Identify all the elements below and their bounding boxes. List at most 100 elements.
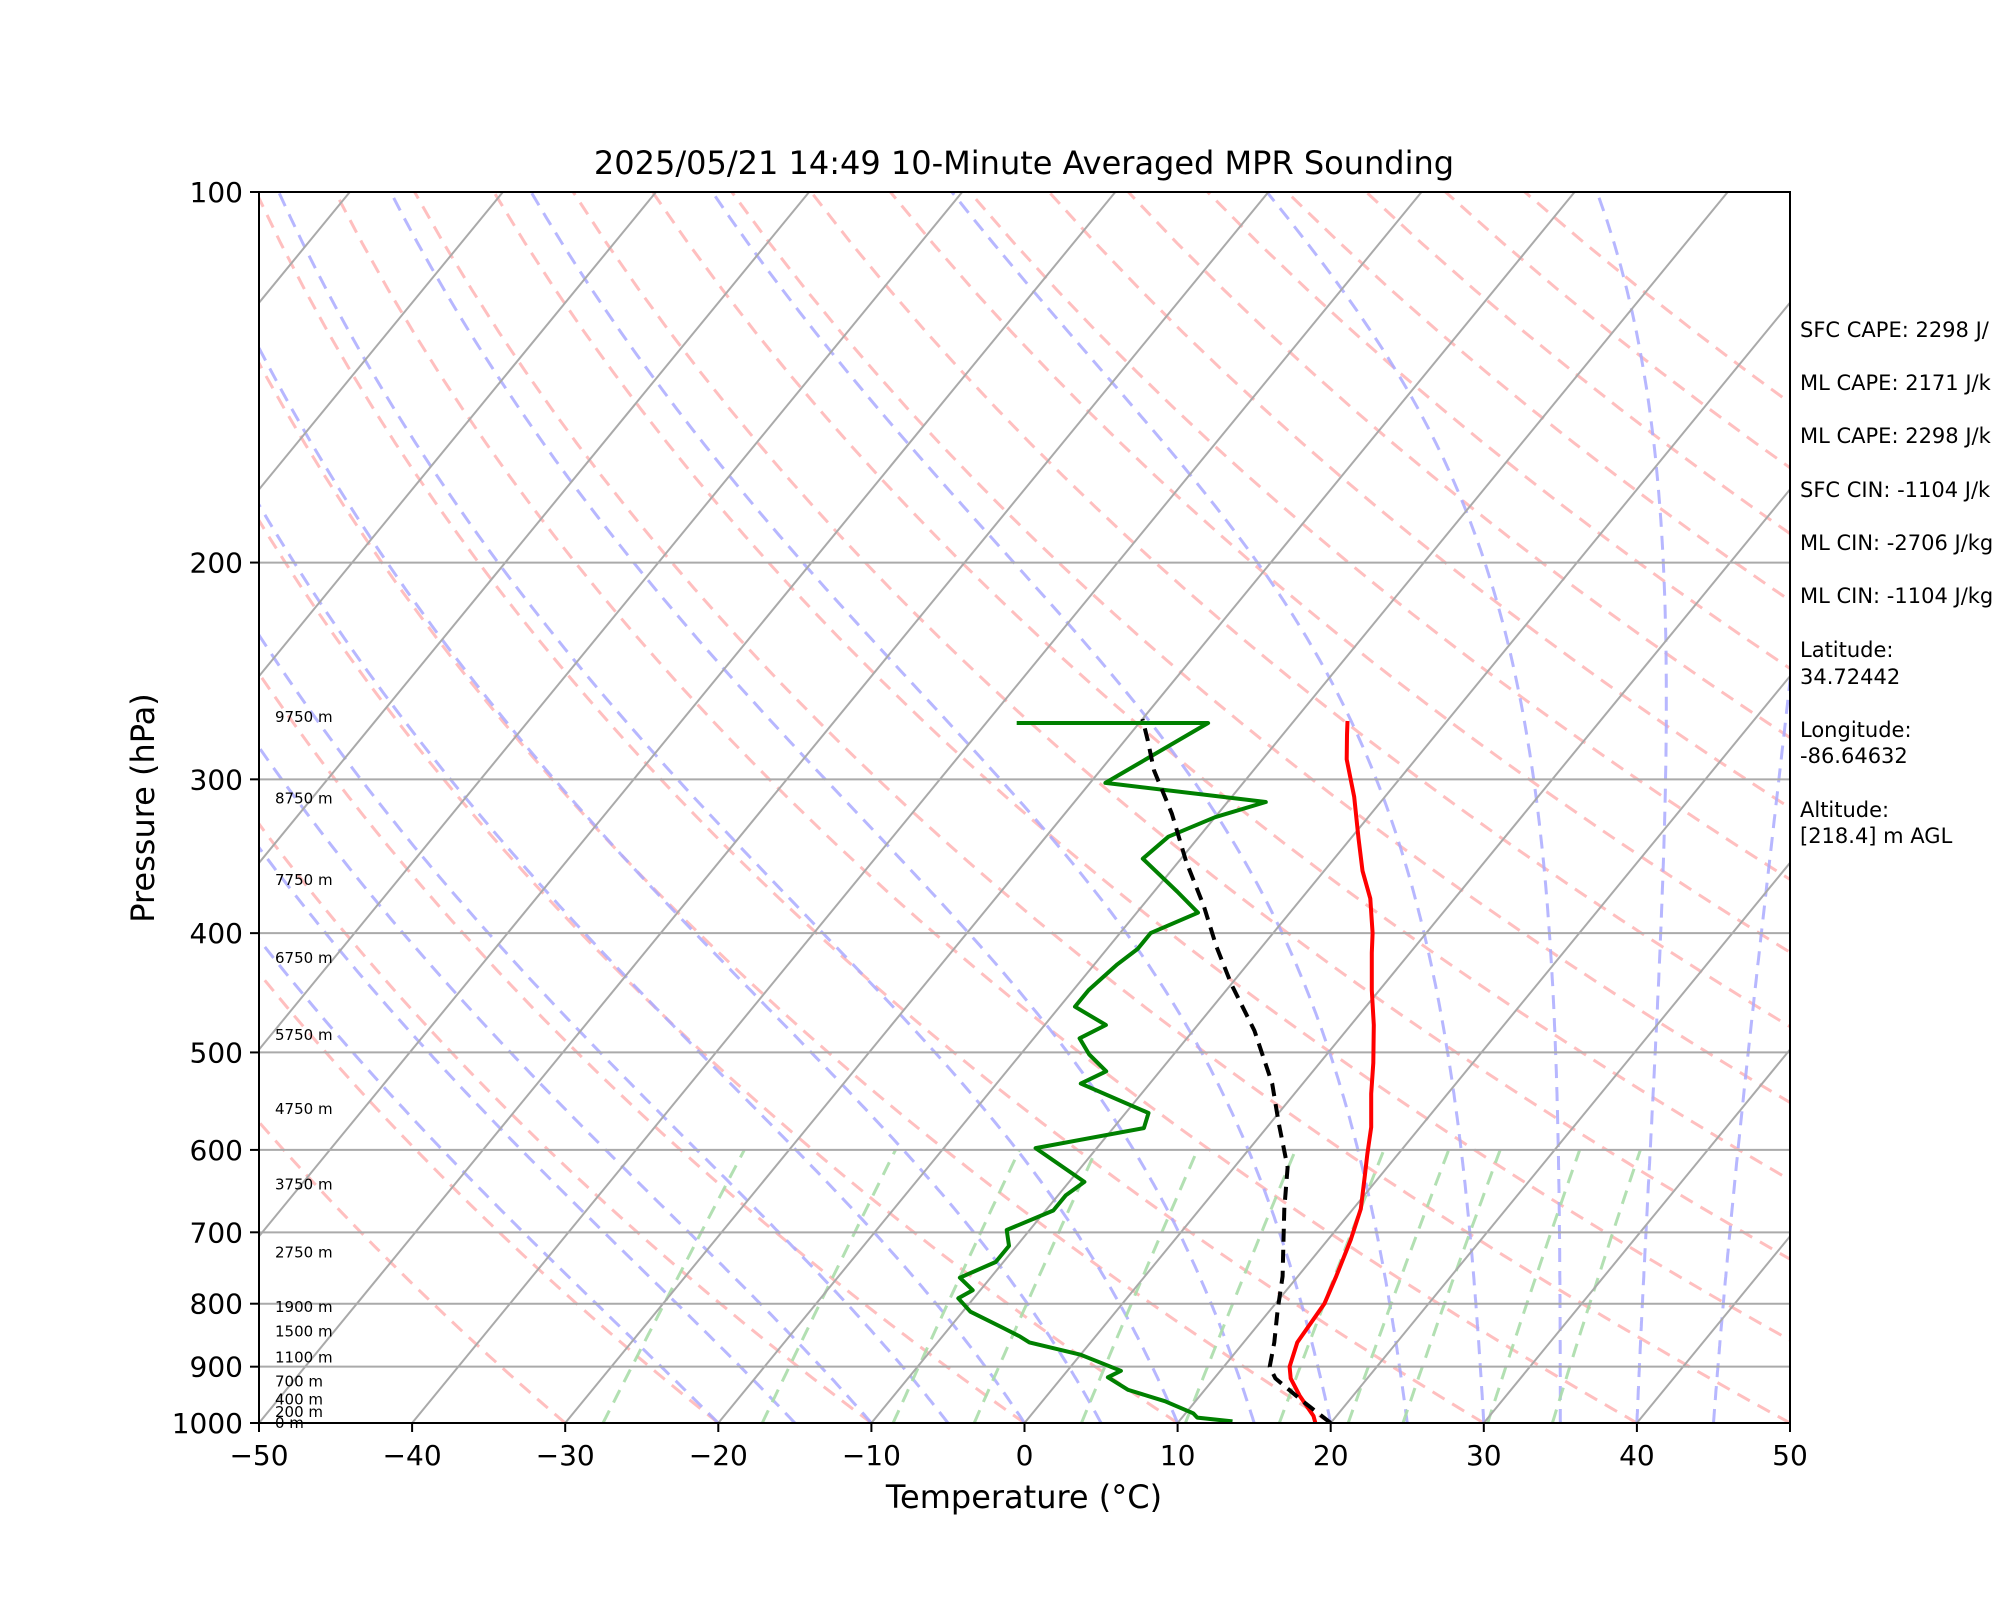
dry-adiabat-line — [413, 192, 1790, 1423]
x-tick-label: 30 — [1466, 1439, 1502, 1472]
isotherm-line — [259, 192, 810, 865]
height-label: 1100 m — [275, 1349, 333, 1367]
longitude-label: Longitude: — [1800, 718, 1912, 742]
dry-adiabat-line — [259, 359, 1332, 1423]
height-label: 700 m — [275, 1372, 323, 1390]
dry-adiabat-line — [259, 194, 1485, 1423]
isotherm-line — [717, 192, 1729, 1423]
mixing-ratio-line — [760, 1149, 897, 1423]
height-label: 400 m — [275, 1391, 323, 1409]
height-label: 4750 m — [275, 1100, 333, 1118]
y-tick-label: 400 — [190, 917, 243, 950]
moist-adiabat-line — [259, 937, 720, 1423]
x-tick-label: 50 — [1772, 1439, 1808, 1472]
height-label: 3750 m — [275, 1175, 333, 1193]
isotherm-line — [259, 192, 1117, 1238]
height-label: 1900 m — [275, 1298, 333, 1316]
isotherm-line — [1023, 487, 1790, 1423]
dry-adiabat-line — [1127, 192, 1790, 740]
moist-adiabat-line — [259, 344, 1103, 1423]
mixing-ratio-line — [972, 1149, 1098, 1423]
moist-adiabat-line — [259, 632, 950, 1423]
dry-adiabat-line — [259, 821, 873, 1423]
stat-sfc-cape: SFC CAPE: 2298 J/ — [1800, 318, 1990, 342]
latitude-value: 34.72442 — [1800, 665, 1900, 689]
isotherm-line — [0, 192, 44, 1423]
y-tick-label: 900 — [190, 1351, 243, 1384]
y-tick-label: 600 — [190, 1134, 243, 1167]
moist-adiabat-line — [259, 501, 1026, 1423]
isotherm-line — [0, 192, 197, 1423]
data-lines — [956, 718, 1376, 1423]
x-tick-label: 0 — [1016, 1439, 1034, 1472]
altitude-label: Altitude: — [1800, 798, 1889, 822]
height-label: 200 m — [275, 1403, 323, 1421]
mixing-ratio-line — [601, 1149, 746, 1423]
stat-ml-cin-2: ML CIN: -1104 J/kg — [1800, 584, 1993, 608]
x-tick-label: 40 — [1619, 1439, 1655, 1472]
height-label: 8750 m — [275, 790, 333, 808]
y-tick-label: 1000 — [172, 1407, 243, 1440]
axes: −50 −40 −30 −20 −10 0 10 20 30 40 50 100 200 300 400 50… — [172, 176, 1808, 1472]
dewpoint-profile-line — [956, 721, 1268, 1423]
isotherm-line — [1483, 1048, 1790, 1423]
y-tick-label: 300 — [190, 763, 243, 796]
y-tick-label: 100 — [190, 176, 243, 209]
dry-adiabat-line — [1047, 192, 1790, 810]
stat-ml-cin: ML CIN: -2706 J/kg — [1800, 531, 1993, 555]
isotherm-line — [259, 192, 1270, 1423]
isotherm-line — [259, 192, 504, 492]
moist-adiabat-line — [259, 744, 873, 1423]
y-tick-label: 500 — [190, 1036, 243, 1069]
y-tick-label: 800 — [190, 1288, 243, 1321]
isotherm-line — [411, 192, 1423, 1423]
dry-adiabat-line — [571, 192, 1790, 1261]
height-label: 6750 m — [275, 949, 333, 967]
height-label: 7750 m — [275, 871, 333, 889]
moist-adiabat-line — [1265, 192, 1562, 1423]
y-tick-label: 700 — [190, 1216, 243, 1249]
x-tick-label: −20 — [689, 1439, 748, 1472]
height-label: 5750 m — [275, 1026, 333, 1044]
mixing-ratio-line — [1080, 1149, 1199, 1423]
moist-adiabat-line — [277, 192, 1179, 1423]
x-tick-label: −50 — [229, 1439, 288, 1472]
temperature-profile-line — [1287, 720, 1376, 1423]
chart-title: 2025/05/21 14:49 10-Minute Averaged MPR … — [594, 144, 1454, 182]
isotherm-line — [259, 192, 963, 1052]
parcel-profile-line — [1140, 718, 1332, 1423]
isotherm-line — [564, 192, 1576, 1423]
x-axis-label: Temperature (°C) — [885, 1478, 1162, 1516]
dry-adiabat-line — [492, 192, 1790, 1342]
longitude-value: -86.64632 — [1800, 744, 1908, 768]
height-label: 1500 m — [275, 1323, 333, 1341]
x-tick-label: −40 — [383, 1439, 442, 1472]
stat-ml-cape: ML CAPE: 2171 J/k — [1800, 371, 1992, 395]
x-tick-label: 10 — [1160, 1439, 1196, 1472]
isotherm-line — [1329, 861, 1790, 1423]
x-tick-label: 20 — [1313, 1439, 1349, 1472]
moist-adiabat-line — [711, 192, 1409, 1423]
mixing-ratio-line — [891, 1149, 1021, 1423]
dry-adiabat-line — [651, 192, 1790, 1182]
x-tick-label: −10 — [842, 1439, 901, 1472]
latitude-label: Latitude: — [1800, 638, 1894, 662]
height-label: 9750 m — [275, 708, 333, 726]
dry-adiabat-line — [333, 192, 1638, 1423]
moist-adiabat-line — [1595, 192, 1668, 1423]
isotherm-line — [259, 192, 657, 678]
stats-panel: SFC CAPE: 2298 J/ ML CAPE: 2171 J/k ML C… — [1800, 318, 1993, 848]
height-label: 2750 m — [275, 1244, 333, 1262]
moist-adiabat-line — [259, 845, 796, 1423]
dry-adiabat-line — [968, 192, 1790, 882]
y-tick-label: 200 — [190, 547, 243, 580]
isotherm-line — [1176, 674, 1790, 1423]
stat-ml-cape-2: ML CAPE: 2298 J/k — [1800, 424, 1992, 448]
x-tick-label: −30 — [536, 1439, 595, 1472]
altitude-value: [218.4] m AGL — [1800, 824, 1953, 848]
dry-adiabat-line — [259, 670, 1026, 1423]
y-axis-label: Pressure (hPa) — [124, 693, 162, 923]
stat-sfc-cin: SFC CIN: -1104 J/k — [1800, 478, 1991, 502]
